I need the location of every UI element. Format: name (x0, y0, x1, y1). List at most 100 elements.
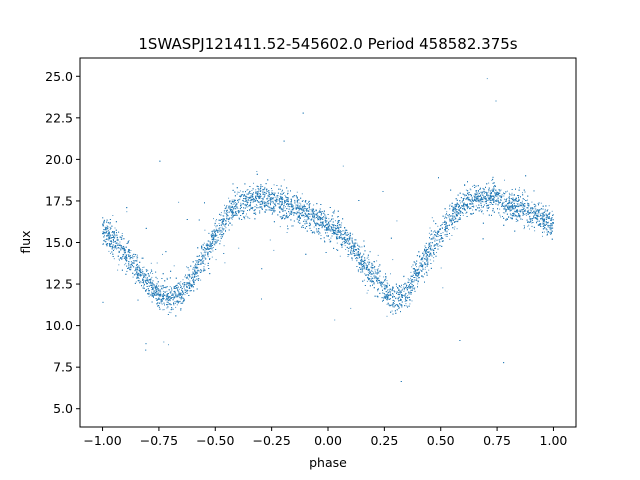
data-point (128, 254, 130, 256)
data-point (363, 279, 365, 281)
data-point (408, 285, 410, 287)
data-point (350, 307, 352, 309)
data-point (143, 285, 144, 287)
data-point (282, 210, 284, 212)
data-point (458, 206, 459, 208)
data-point (326, 217, 328, 219)
data-point (447, 214, 449, 216)
data-point (263, 192, 265, 194)
data-point (541, 223, 543, 225)
data-point (246, 213, 247, 215)
data-point (102, 243, 104, 245)
data-point (310, 214, 312, 216)
data-point (446, 231, 448, 233)
data-point (184, 276, 186, 278)
data-point (108, 235, 110, 237)
data-point (119, 243, 121, 245)
data-point (274, 207, 276, 209)
data-point (135, 266, 137, 268)
data-point (203, 242, 205, 244)
data-point (216, 234, 218, 236)
data-point (269, 239, 271, 241)
data-point (136, 258, 138, 260)
data-point (475, 193, 477, 195)
data-point (237, 207, 239, 209)
data-point (362, 271, 364, 273)
data-point (444, 220, 446, 222)
data-point (328, 239, 330, 241)
data-point (411, 286, 413, 288)
data-point (464, 197, 466, 199)
data-point (386, 282, 388, 284)
data-point (297, 202, 299, 204)
data-point (490, 190, 492, 192)
data-point (545, 222, 547, 223)
data-point (533, 215, 534, 217)
data-point (533, 215, 535, 216)
data-point (299, 212, 301, 214)
data-point (523, 211, 525, 213)
data-point (293, 196, 295, 198)
data-point (202, 255, 204, 256)
data-point (219, 240, 221, 242)
data-point (308, 201, 309, 203)
data-point (546, 219, 548, 220)
data-point (162, 287, 164, 289)
data-point (151, 291, 153, 293)
data-point (496, 191, 498, 193)
data-point (104, 240, 105, 242)
data-point (492, 199, 494, 201)
data-point (262, 190, 264, 192)
data-point (509, 200, 511, 202)
data-point (509, 209, 511, 210)
data-point (121, 233, 123, 234)
data-point (205, 257, 207, 259)
data-point (121, 237, 123, 238)
data-point (314, 214, 316, 216)
data-point (224, 208, 226, 210)
data-point (454, 218, 456, 220)
data-point (195, 273, 197, 275)
data-point (509, 213, 511, 215)
data-point (536, 213, 538, 215)
data-point (537, 203, 539, 205)
data-point (238, 247, 240, 249)
data-point (521, 200, 523, 202)
data-point (200, 261, 202, 263)
data-point (446, 226, 448, 228)
data-point (496, 194, 498, 195)
data-point (429, 255, 431, 257)
data-point (156, 262, 158, 264)
data-point (347, 243, 349, 244)
data-point (444, 234, 446, 236)
data-point (478, 191, 480, 193)
data-point (489, 204, 491, 205)
data-point (542, 235, 543, 237)
data-point (215, 220, 217, 222)
data-point (156, 292, 158, 294)
data-point (437, 236, 439, 237)
data-point (136, 254, 138, 256)
data-point (540, 202, 542, 204)
data-point (386, 280, 388, 282)
data-point (148, 296, 150, 298)
data-point (121, 257, 123, 259)
data-point (277, 199, 279, 201)
data-point (212, 246, 214, 248)
data-point (264, 186, 266, 188)
data-point (111, 232, 113, 233)
data-point (318, 217, 320, 219)
data-point (273, 208, 275, 210)
data-point (182, 301, 184, 303)
data-point (315, 224, 317, 226)
data-point (265, 204, 267, 206)
data-point (196, 264, 198, 266)
data-point (535, 208, 537, 210)
data-point (108, 230, 109, 232)
data-point (466, 207, 468, 209)
data-point (549, 218, 551, 220)
data-point (534, 230, 536, 232)
data-point (481, 210, 483, 212)
data-point (126, 256, 127, 258)
data-point (511, 206, 513, 207)
